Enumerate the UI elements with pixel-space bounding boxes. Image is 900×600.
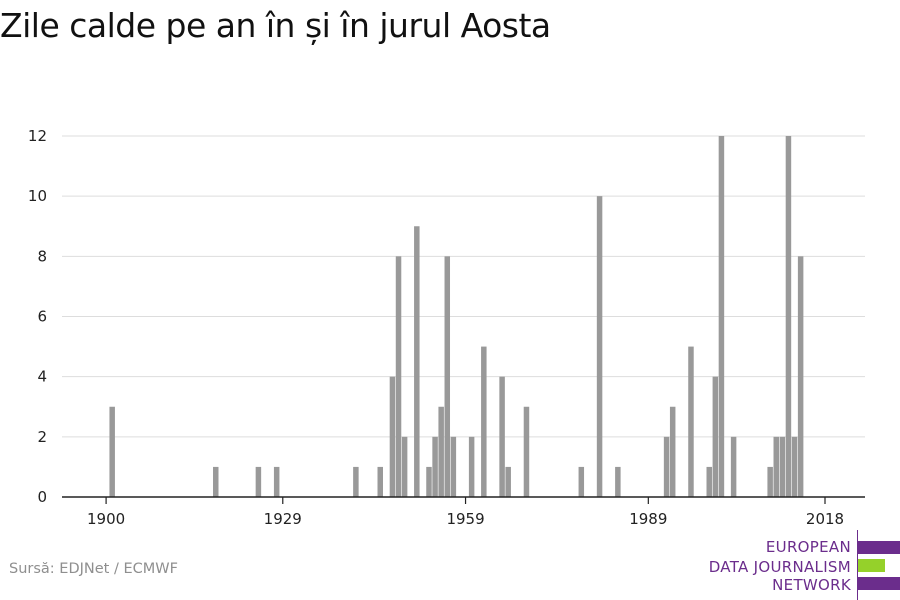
bar [706,466,712,497]
logo-text-line-1: EUROPEAN [765,538,851,556]
bar [785,136,792,497]
bar-chart: 0 2 4 6 8 10 12 1900 1929 1959 1989 2018 [28,127,865,528]
bar [773,436,780,497]
bar [712,376,719,497]
bar [255,466,262,497]
bar [505,466,511,497]
x-tick-labels: 1900 1929 1959 1989 2018 [87,510,844,528]
bar [767,466,773,497]
bar [730,436,737,497]
logo-text-line-3: NETWORK [772,576,851,594]
bar [779,436,786,497]
bar [468,436,475,497]
bar [615,466,621,497]
x-tick-label: 1900 [87,510,125,528]
bar [688,346,694,497]
y-tick-label: 6 [37,308,47,326]
chart-title: Zile calde pe an în și în jurul Aosta [0,6,551,45]
bar [353,466,359,497]
y-tick-label: 2 [37,428,47,446]
bar [414,226,420,497]
bar [718,136,725,497]
bar [273,466,280,497]
bar [395,256,402,497]
x-tick-label: 1929 [264,510,302,528]
logo-text-line-2: DATA JOURNALISM [708,558,851,576]
bar [669,406,676,497]
logo-bar-top [858,541,900,554]
bars [109,136,804,497]
bar [450,436,457,497]
bar [791,436,798,497]
y-tick-labels: 0 2 4 6 8 10 12 [28,127,47,506]
y-tick-label: 0 [37,488,47,506]
axes [62,496,865,504]
y-tick-label: 4 [37,368,47,386]
bar [426,466,432,497]
bar [797,256,804,497]
logo-bar-bottom [858,577,900,590]
bar [432,436,438,497]
bar [377,466,383,497]
logo-divider [857,530,858,600]
x-tick-label: 1959 [446,510,484,528]
bar [523,406,530,497]
y-tick-label: 12 [28,127,47,145]
bar [109,406,115,497]
y-tick-label: 10 [28,187,47,205]
logo-bar-middle [858,559,885,572]
gridlines [62,135,865,438]
source-note: Sursă: EDJNet / ECMWF [9,561,178,577]
bar [444,256,451,497]
edjnet-logo: EUROPEAN DATA JOURNALISM NETWORK [700,530,900,600]
x-tick-label: 2018 [806,510,844,528]
bar [596,196,603,497]
bar [213,466,219,497]
bar [663,436,670,497]
bar [499,376,505,497]
x-tick-label: 1989 [629,510,667,528]
bar [389,376,396,497]
bar [481,346,487,497]
y-tick-label: 8 [37,247,47,265]
bar [401,436,408,497]
bar [438,406,444,497]
bar [578,466,585,497]
